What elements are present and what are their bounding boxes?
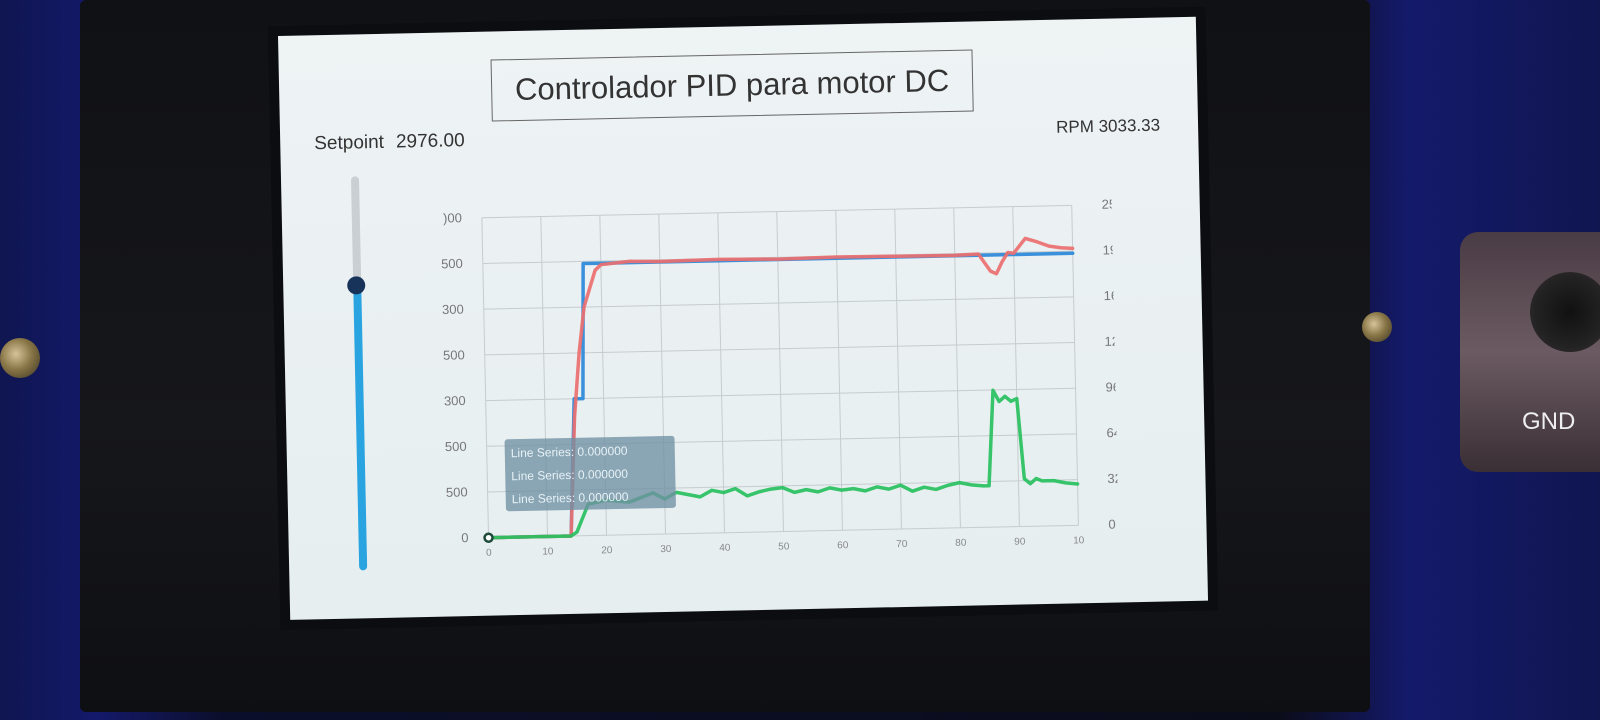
y-right-tick-label: 64 [1106, 425, 1119, 440]
grid-line-vertical [717, 212, 726, 533]
grid-line-vertical [953, 207, 961, 528]
legend-box [504, 435, 676, 512]
touch-screen: Controlador PID para motor DC Setpoint 29… [278, 16, 1209, 620]
grid-line-vertical [776, 211, 784, 532]
setpoint-slider-fill[interactable] [353, 284, 368, 571]
y-right-tick-label: 192 [1103, 242, 1119, 257]
y-right-tick-label: 160 [1103, 288, 1118, 303]
y-axis-left: )00 500 300 500 300 500 500 0 [441, 210, 469, 545]
series-line-rpm [486, 236, 1075, 540]
x-tick-label: 40 [719, 543, 731, 554]
x-tick-label: 20 [601, 545, 613, 556]
page-title: Controlador PID para motor DC [490, 49, 974, 122]
gnd-terminal-panel: GND [1460, 232, 1600, 472]
setpoint-slider-track[interactable] [350, 176, 362, 287]
chart-grid [481, 204, 1079, 539]
y-axis-right: 255 192 160 128 96 64 32 0 [1102, 196, 1119, 531]
x-axis: 0 10 20 30 40 50 60 70 80 90 10 [486, 535, 1085, 559]
legend-entry: Line Series: 0.000000 [511, 467, 628, 483]
x-tick-label: 70 [896, 539, 908, 550]
grid-line-horizontal [488, 524, 1079, 539]
setpoint-value: 2976.00 [395, 130, 465, 153]
x-tick-label: 10 [542, 546, 554, 557]
y-right-tick-label: 32 [1107, 471, 1119, 486]
grid-line-vertical [1012, 206, 1020, 527]
x-tick-label: 10 [1073, 535, 1085, 546]
y-left-tick-label: 500 [446, 484, 468, 499]
series-start-point [483, 532, 494, 543]
y-left-tick-label: 500 [443, 347, 465, 362]
setpoint-slider-thumb[interactable] [347, 276, 366, 295]
grid-line-vertical [835, 210, 843, 531]
chart-legend: Line Series: 0.000000 Line Series: 0.0000… [504, 435, 676, 512]
grid-line-vertical [481, 217, 490, 538]
x-tick-label: 80 [955, 538, 967, 549]
y-left-tick-label: 300 [444, 393, 466, 408]
setpoint-readout: Setpoint 2976.00 [314, 130, 465, 155]
rpm-label: RPM [1055, 116, 1095, 137]
grid-line-horizontal [481, 204, 1072, 219]
y-right-tick-label: 0 [1108, 517, 1116, 532]
legend-entry: Line Series: 0.000000 [511, 444, 628, 460]
y-left-tick-label: )00 [443, 210, 462, 225]
y-left-tick-label: 500 [445, 439, 467, 454]
y-left-tick-label: 500 [441, 256, 463, 271]
x-tick-label: 0 [486, 548, 492, 559]
page-title-text: Controlador PID para motor DC [514, 62, 950, 108]
x-tick-label: 90 [1014, 536, 1026, 547]
legend-entry: Line Series: 0.000000 [512, 490, 629, 506]
x-tick-label: 30 [660, 544, 672, 555]
screw-icon [1362, 312, 1392, 342]
y-right-tick-label: 255 [1102, 196, 1119, 211]
terminal-knob-icon [1530, 272, 1600, 352]
y-right-tick-label: 128 [1104, 333, 1118, 348]
gnd-label: GND [1522, 408, 1576, 435]
x-tick-label: 60 [837, 540, 849, 551]
setpoint-label: Setpoint [314, 131, 385, 155]
screw-icon [0, 338, 40, 378]
grid-line-vertical [1071, 205, 1079, 526]
rpm-readout: RPM 3033.33 [1056, 116, 1160, 138]
x-tick-label: 50 [778, 541, 790, 552]
y-left-tick-label: 0 [461, 530, 469, 545]
grid-line-vertical [894, 209, 902, 530]
y-left-tick-label: 300 [442, 302, 464, 317]
y-right-tick-label: 96 [1105, 379, 1119, 394]
rpm-value: 3033.33 [1098, 115, 1161, 136]
